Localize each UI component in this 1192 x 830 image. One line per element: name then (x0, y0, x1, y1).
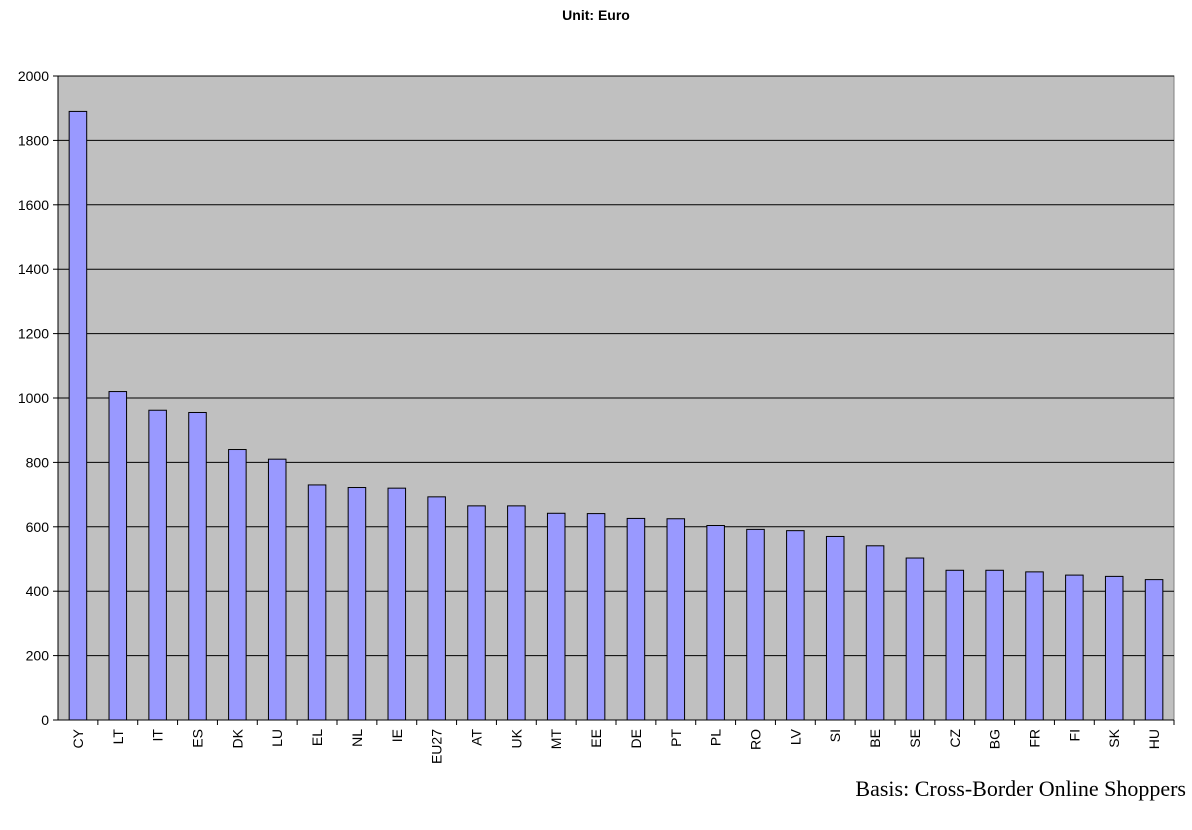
chart-title: Unit: Euro (562, 7, 630, 23)
x-tick-label: AT (469, 729, 485, 746)
bar-se (905, 557, 925, 721)
bar-dk (228, 449, 247, 721)
bar-fi (1065, 574, 1084, 721)
x-tick-label: BG (987, 729, 1003, 749)
x-tick-label: LU (269, 729, 285, 747)
bar-be (865, 545, 885, 721)
x-tick-label: PT (668, 729, 684, 747)
bar-fr (1025, 571, 1044, 721)
x-tick-label: DE (628, 729, 644, 748)
x-tick-label: ES (190, 729, 206, 748)
y-tick-label: 600 (26, 519, 50, 535)
bar-hu (1144, 579, 1164, 721)
x-tick-label: EL (309, 729, 325, 746)
bar-ro (746, 528, 765, 721)
bar-cy (68, 110, 88, 721)
y-tick-label: 200 (26, 648, 50, 664)
bar-pl (706, 525, 725, 721)
x-tick-label: NL (349, 729, 365, 747)
bar-at (467, 505, 486, 721)
bar-bg (985, 569, 1004, 721)
y-tick-label: 1000 (18, 390, 49, 406)
x-tick-label: SI (827, 729, 843, 742)
y-tick-label: 1400 (18, 261, 49, 277)
x-tick-label: IT (150, 729, 166, 742)
bar-lt (108, 391, 128, 721)
x-tick-label: FR (1027, 729, 1043, 748)
x-tick-label: EU27 (429, 729, 445, 764)
y-tick-label: 400 (26, 583, 50, 599)
y-tick-label: 800 (26, 454, 50, 470)
x-tick-label: RO (748, 729, 764, 750)
y-axis: 0 200 400 600 800 1000 1200 1400 1600 1800 2000 (18, 68, 59, 728)
x-tick-label: FI (1066, 729, 1082, 741)
x-tick-label: LV (787, 728, 803, 745)
x-tick-label: PL (708, 729, 724, 746)
bar-el (307, 484, 327, 721)
bar-uk (507, 505, 526, 721)
basis-footnote: Basis: Cross-Border Online Shoppers (855, 776, 1186, 801)
y-tick-label: 1200 (18, 326, 49, 342)
y-tick-label: 1800 (18, 132, 49, 148)
x-tick-label: EE (588, 729, 604, 748)
bar-it (148, 409, 167, 721)
x-tick-label: LT (110, 729, 126, 745)
x-tick-label: HU (1146, 729, 1162, 749)
bar-pt (666, 518, 686, 721)
bar-lu (267, 458, 287, 721)
bar-nl (347, 487, 367, 721)
x-tick-label: SK (1106, 728, 1122, 747)
x-tick-label: SE (907, 729, 923, 748)
x-tick-label: MT (548, 729, 564, 750)
bar-ie (387, 487, 407, 721)
bar-mt (546, 512, 566, 721)
y-tick-label: 0 (41, 712, 49, 728)
y-tick-label: 2000 (18, 68, 49, 84)
bar-si (825, 535, 845, 721)
bar-es (188, 411, 207, 721)
x-axis: CY LT IT ES DK LU EL NL IE EU27 AT UK MT EE DE PT PL RO LV… (58, 719, 1175, 764)
x-tick-label: DK (229, 728, 245, 748)
y-tick-label: 1600 (18, 197, 49, 213)
bar-cz (945, 569, 965, 721)
bar-de (626, 517, 646, 721)
bar-sk (1104, 575, 1124, 721)
x-tick-label: IE (389, 729, 405, 742)
bar-eu27 (427, 496, 446, 721)
bars (68, 110, 1164, 721)
bar-ee (586, 513, 606, 721)
x-tick-label: UK (508, 728, 524, 748)
x-tick-label: CY (70, 728, 86, 748)
x-tick-label: BE (867, 729, 883, 748)
x-tick-label: CZ (947, 729, 963, 748)
bar-lv (786, 530, 805, 721)
